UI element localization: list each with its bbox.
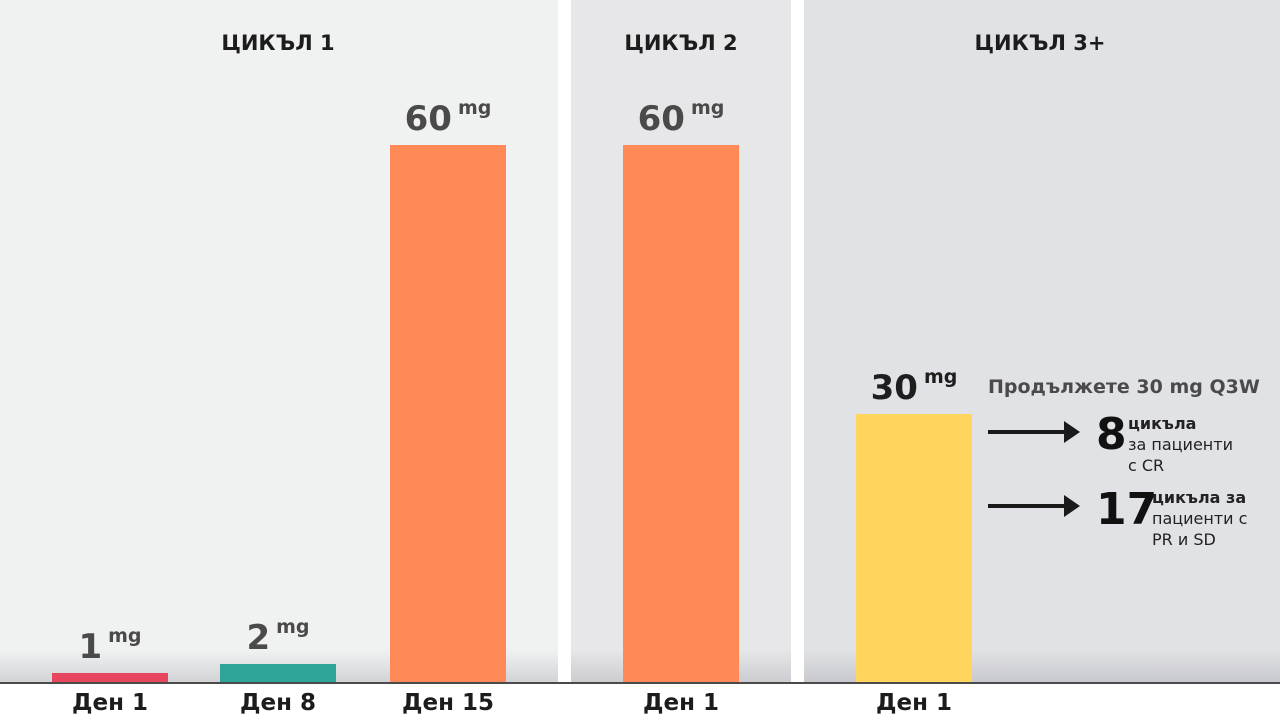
data-label-value: 60 [404,99,452,139]
bar-cycle-1-day-8 [220,664,336,682]
data-label-unit: mg [923,365,958,388]
x-axis-line [0,682,1280,684]
annotation-line: за пациенти [1128,435,1233,454]
data-label-cycle-2-day-1: 60 mg [638,97,725,139]
annotation-number-cr: 8 [1096,409,1127,460]
arrow-right-icon [988,495,1080,517]
annotation-line: цикъла [1128,414,1197,433]
cycle-1-title: ЦИКЪЛ 1 [221,31,335,55]
x-tick-label-cycle-1-day-1: Ден 1 [72,690,148,716]
annotation-number-pr-sd: 17 [1096,484,1158,535]
annotation-line: PR и SD [1152,530,1216,549]
annotation-line: пациенти с [1152,509,1248,528]
data-label-unit: mg [108,625,142,647]
bar-cycle-1-day-15 [390,145,506,682]
cycle-2-title: ЦИКЪЛ 2 [624,31,738,55]
data-label-unit: mg [276,616,310,638]
annotation-text-pr-sd: цикъла за пациенти с PR и SD [1152,487,1247,550]
annotation-line: цикъла за [1152,488,1247,507]
bar-cycle-3-day-1 [856,413,972,682]
arrow-right-icon [988,421,1080,443]
annotation-line: с CR [1128,456,1165,475]
x-tick-label-cycle-1-day-15: Ден 15 [402,690,494,716]
bar-cycle-2-day-1 [623,145,739,682]
x-tick-label-cycle-1-day-8: Ден 8 [240,690,316,716]
annotation-title: Продължете 30 mg Q3W [988,376,1260,398]
data-label-cycle-3-day-1: 30 mg [871,366,958,408]
data-label-value: 30 [870,367,918,408]
x-tick-label-cycle-2-day-1: Ден 1 [643,690,719,716]
cycle-3-title: ЦИКЪЛ 3+ [974,31,1106,55]
data-label-unit: mg [457,97,492,119]
annotation-text-cr: цикъла за пациенти с CR [1128,413,1233,476]
bar-cycle-1-day-1 [52,673,168,682]
data-label-cycle-1-day-1: 1 mg [78,625,141,667]
data-label-value: 60 [637,99,685,139]
data-label-value: 2 [246,618,271,658]
x-tick-label-cycle-3-day-1: Ден 1 [876,690,952,716]
data-label-value: 1 [78,627,103,667]
data-label-unit: mg [690,97,725,119]
data-label-cycle-1-day-15: 60 mg [405,97,492,139]
data-label-cycle-1-day-8: 2 mg [246,616,309,658]
